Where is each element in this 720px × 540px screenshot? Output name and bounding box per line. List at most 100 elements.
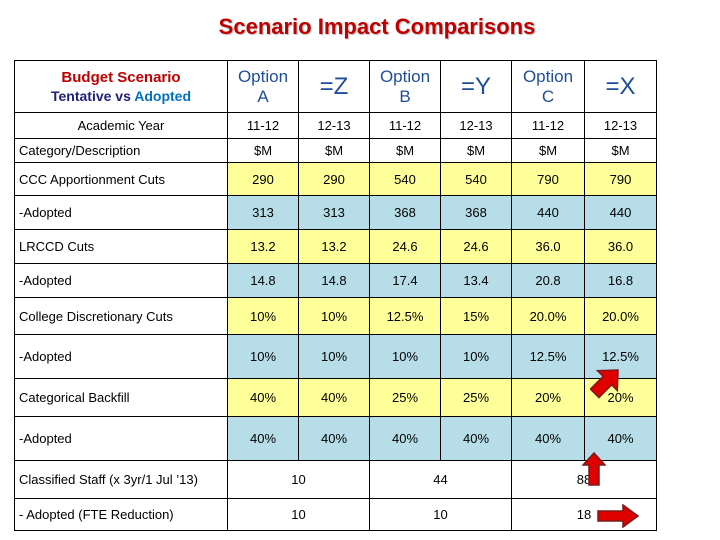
row-label: -Adopted [14,195,228,230]
value-cell: 36.0 [511,229,585,264]
value-cell: 313 [227,195,299,230]
value-cell: 40% [298,378,370,417]
option-b-word: Option [379,66,431,86]
value-cell: 17.4 [369,263,441,298]
value-cell: 20.0% [584,297,657,335]
value-cell: 790 [584,162,657,196]
arrow-up-icon [582,452,606,486]
option-c-letter: C [541,86,555,106]
equals-x-header: =X [584,60,657,113]
category-label: Category/Description [14,138,228,163]
tentative-vs-adopted-label: Tentative vs Adopted [19,87,223,105]
value-cell: 10% [227,297,299,335]
value-cell: 20.8 [511,263,585,298]
value-cell: 44 [369,460,512,499]
value-cell: 25% [369,378,441,417]
value-cell: 10% [298,334,370,379]
value-cell: 40% [369,416,441,461]
value-cell: 12.5% [584,334,657,379]
table-row: -Adopted 14.8 14.8 17.4 13.4 20.8 16.8 [14,263,657,298]
year-cell: 11-12 [511,112,585,139]
academic-year-row: Academic Year 11-12 12-13 11-12 12-13 11… [14,112,657,139]
value-cell: 790 [511,162,585,196]
value-cell: 40% [227,416,299,461]
equals-z-header: =Z [298,60,370,113]
option-a-header: Option A [227,60,299,113]
value-cell: 10 [369,498,512,531]
row-label: Classified Staff (x 3yr/1 Jul ’13) [14,460,228,499]
table-row: -Adopted 10% 10% 10% 10% 12.5% 12.5% [14,334,657,379]
academic-year-label: Academic Year [14,112,228,139]
value-cell: 14.8 [298,263,370,298]
unit-cell: $M [511,138,585,163]
unit-cell: $M [369,138,441,163]
value-cell: 15% [440,297,512,335]
unit-cell: $M [440,138,512,163]
option-a-letter: A [257,86,269,106]
equals-y-header: =Y [440,60,512,113]
category-row: Category/Description $M $M $M $M $M $M [14,138,657,163]
year-cell: 12-13 [440,112,512,139]
table-row: College Discretionary Cuts 10% 10% 12.5%… [14,297,657,335]
row-label: CCC Apportionment Cuts [14,162,228,196]
option-c-header: Option C [511,60,585,113]
value-cell: 540 [440,162,512,196]
table-row: -Adopted 313 313 368 368 440 440 [14,195,657,230]
staff-row: - Adopted (FTE Reduction) 10 10 18 [14,498,657,531]
year-cell: 12-13 [584,112,657,139]
row-label: - Adopted (FTE Reduction) [14,498,228,531]
year-cell: 11-12 [369,112,441,139]
value-cell: 13.2 [298,229,370,264]
value-cell: 25% [440,378,512,417]
arrow-right-icon [597,504,639,528]
value-cell: 440 [584,195,657,230]
row-label: College Discretionary Cuts [14,297,228,335]
tentative-label: Tentative vs [50,87,131,104]
unit-cell: $M [227,138,299,163]
row-label: Categorical Backfill [14,378,228,417]
value-cell: 14.8 [227,263,299,298]
value-cell: 10% [440,334,512,379]
scenario-table: Budget Scenario Tentative vs Adopted Opt… [14,60,657,531]
budget-scenario-header: Budget Scenario Tentative vs Adopted [14,60,228,113]
equals-z: =Z [319,72,349,100]
unit-cell: $M [584,138,657,163]
adopted-label: Adopted [134,87,192,104]
value-cell: 40% [511,416,585,461]
value-cell: 290 [298,162,370,196]
option-c-word: Option [522,66,574,86]
option-a-word: Option [237,66,289,86]
budget-scenario-label: Budget Scenario [61,68,181,86]
row-label: LRCCD Cuts [14,229,228,264]
value-cell: 440 [511,195,585,230]
header-row: Budget Scenario Tentative vs Adopted Opt… [14,60,657,113]
option-b-header: Option B [369,60,441,113]
year-cell: 11-12 [227,112,299,139]
table-row: LRCCD Cuts 13.2 13.2 24.6 24.6 36.0 36.0 [14,229,657,264]
value-cell: 40% [440,416,512,461]
value-cell: 16.8 [584,263,657,298]
equals-x: =X [605,72,636,100]
value-cell: 40% [227,378,299,417]
table-row: -Adopted 40% 40% 40% 40% 40% 40% [14,416,657,461]
value-cell: 368 [440,195,512,230]
value-cell: 13.4 [440,263,512,298]
value-cell: 20% [511,378,585,417]
value-cell: 24.6 [369,229,441,264]
value-cell: 13.2 [227,229,299,264]
table-row: CCC Apportionment Cuts 290 290 540 540 7… [14,162,657,196]
value-cell: 10% [369,334,441,379]
staff-row: Classified Staff (x 3yr/1 Jul ’13) 10 44… [14,460,657,499]
value-cell: 12.5% [511,334,585,379]
value-cell: 290 [227,162,299,196]
value-cell: 313 [298,195,370,230]
value-cell: 368 [369,195,441,230]
arrow-up-right-icon [590,369,619,399]
value-cell: 10% [298,297,370,335]
page-title: Scenario Impact Comparisons [218,14,536,39]
row-label: -Adopted [14,416,228,461]
table-row: Categorical Backfill 40% 40% 25% 25% 20%… [14,378,657,417]
value-cell: 10 [227,460,370,499]
value-cell: 10 [227,498,370,531]
value-cell: 40% [298,416,370,461]
